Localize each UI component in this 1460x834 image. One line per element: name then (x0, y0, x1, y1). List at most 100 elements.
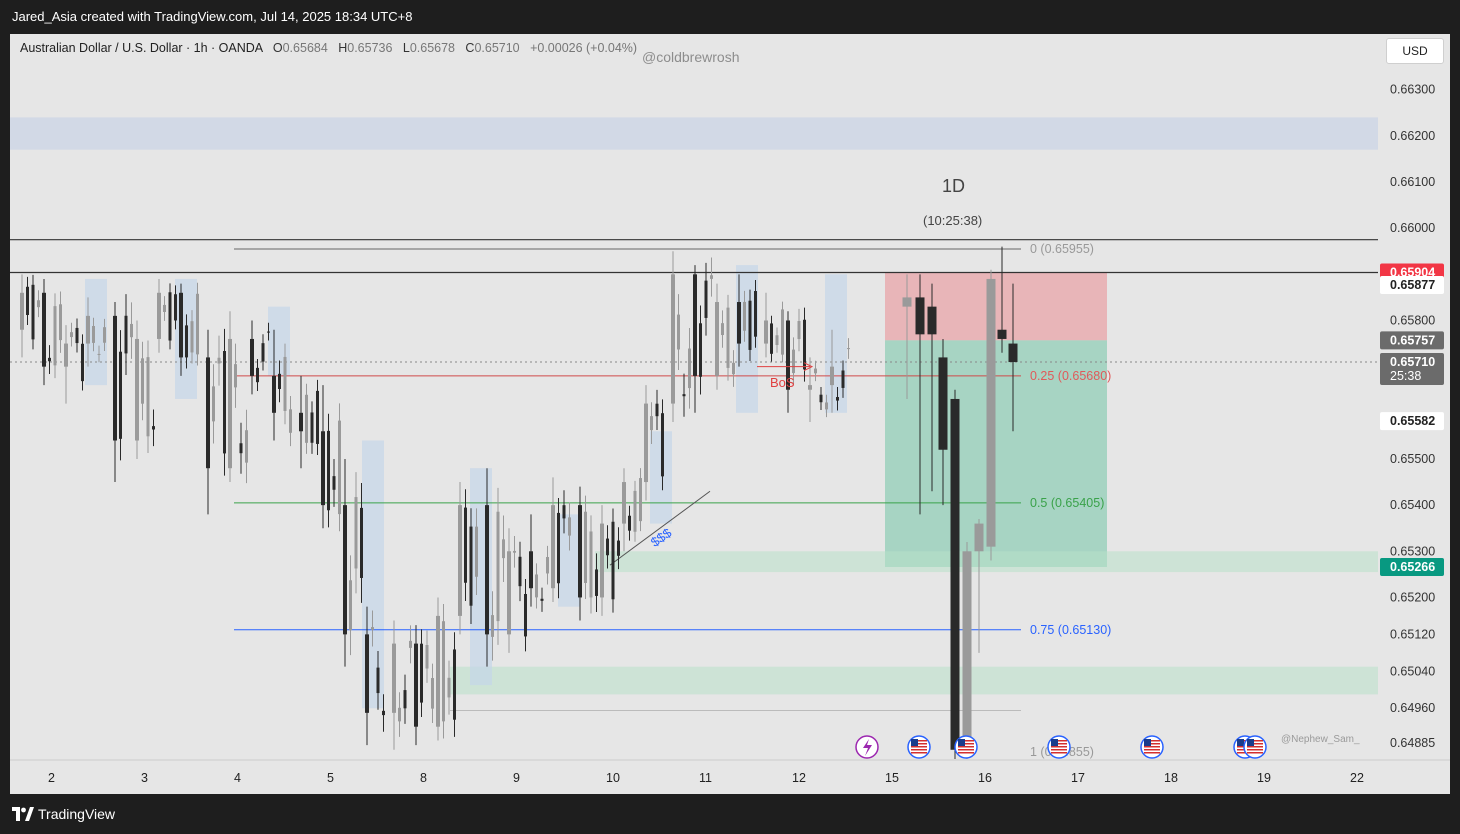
candle-body-4-1[interactable] (119, 351, 122, 439)
candle-body-11-1[interactable] (278, 373, 281, 390)
candle-body-5-2[interactable] (146, 357, 150, 437)
candle-body-20-1[interactable] (491, 615, 494, 637)
candle-body-16-2[interactable] (403, 690, 407, 709)
candle-body-16[interactable] (392, 643, 396, 713)
candle-body-29[interactable] (693, 274, 697, 376)
us-flag-event-icon[interactable] (954, 735, 978, 759)
candle-body-16-3[interactable] (409, 640, 412, 648)
candle-body-13-2[interactable] (332, 476, 336, 490)
candle-body-19-1[interactable] (464, 507, 467, 583)
candle-body-10[interactable] (250, 338, 254, 376)
candle-body-31[interactable] (737, 302, 741, 344)
candle-body-32-2[interactable] (775, 335, 779, 345)
candle-body-21-2[interactable] (518, 556, 522, 587)
candle-body-27-2[interactable] (655, 403, 659, 417)
candle-body-33-2[interactable] (797, 321, 801, 340)
candle-body-22[interactable] (529, 551, 533, 589)
candle-body-9-2[interactable] (239, 443, 243, 454)
candle-body-19[interactable] (458, 505, 462, 616)
candle-body-9-1[interactable] (234, 364, 237, 388)
candle-body-4-3[interactable] (130, 323, 133, 338)
candle-body-32[interactable] (764, 320, 768, 344)
candle-body-15-3[interactable] (382, 710, 385, 716)
candle-body-21-1[interactable] (513, 550, 516, 553)
candle-body-24[interactable] (578, 505, 582, 598)
candle-body-late-2[interactable] (927, 306, 937, 335)
candle-body-10-3[interactable] (267, 331, 270, 333)
candle-body-0-1[interactable] (26, 286, 29, 316)
candle-body-0-3[interactable] (37, 300, 40, 308)
candle-body-25-1[interactable] (606, 538, 609, 556)
candle-body-22-2[interactable] (540, 598, 544, 601)
candle-body-5[interactable] (135, 338, 139, 441)
candle-body-14-1[interactable] (349, 580, 352, 631)
candle-body-19-3[interactable] (475, 526, 478, 577)
candle-body-27-3[interactable] (661, 413, 664, 477)
candle-body-21-3[interactable] (524, 593, 527, 637)
candle-body-34-2[interactable] (819, 394, 823, 403)
candle-body-26-2[interactable] (633, 490, 637, 532)
candle-body-3[interactable] (86, 315, 90, 344)
take-profit-zone[interactable] (885, 340, 1107, 567)
candle-body-8-1[interactable] (212, 386, 215, 422)
candle-body-12[interactable] (299, 412, 303, 432)
candle-body-6-1[interactable] (163, 304, 166, 312)
candle-body-15[interactable] (365, 634, 369, 713)
tradingview-logo[interactable]: TradingView (12, 806, 115, 822)
candle-body-17-2[interactable] (425, 645, 429, 669)
candle-body-2-1[interactable] (70, 332, 73, 338)
candle-body-0[interactable] (20, 292, 24, 330)
candle-body-4[interactable] (113, 315, 117, 441)
chart-canvas[interactable]: 1D (10:25:38) 0 (0.65955) 0.25 (0.65680) 0.5… (10, 34, 1450, 794)
candle-body-late-3[interactable] (938, 357, 948, 450)
candle-body-0-2[interactable] (31, 284, 35, 340)
candle-body-11[interactable] (272, 375, 276, 413)
candle-body-5-3[interactable] (152, 426, 155, 430)
candle-body-20-2[interactable] (496, 511, 500, 622)
chart-frame[interactable]: 1D (10:25:38) 0 (0.65955) 0.25 (0.65680) 0.5… (10, 34, 1450, 794)
candle-body-25[interactable] (600, 523, 604, 598)
trendline[interactable] (609, 490, 711, 566)
candle-body-2-2[interactable] (75, 327, 79, 344)
currency-button[interactable]: USD (1386, 38, 1444, 64)
candle-body-27[interactable] (644, 403, 648, 483)
candle-body-35-1[interactable] (836, 397, 839, 401)
candle-body-26[interactable] (622, 482, 626, 524)
au-flag-event-icon[interactable] (907, 735, 931, 759)
candle-body-23[interactable] (551, 505, 555, 589)
candle-body-28-2[interactable] (682, 394, 686, 397)
candle-body-24-1[interactable] (584, 511, 587, 583)
candle-body-30-1[interactable] (721, 323, 724, 336)
candle-body-3-3[interactable] (103, 327, 106, 343)
candle-body-1-3[interactable] (59, 304, 62, 341)
candle-body-34[interactable] (808, 385, 812, 390)
candle-body-20-3[interactable] (502, 539, 505, 559)
candle-body-12-2[interactable] (310, 412, 314, 443)
candle-body-26-1[interactable] (628, 515, 631, 531)
candle-body-29-1[interactable] (699, 323, 702, 377)
candle-body-35[interactable] (830, 366, 834, 386)
candle-body-28-1[interactable] (677, 314, 680, 350)
candle-body-late-4[interactable] (950, 398, 960, 750)
candle-body-30-2[interactable] (726, 307, 730, 368)
candle-body-23-2[interactable] (562, 505, 566, 519)
candle-body-20[interactable] (485, 505, 489, 635)
candle-body-7-3[interactable] (196, 293, 199, 355)
candle-body-24-3[interactable] (595, 569, 598, 596)
candle-body-31-2[interactable] (748, 300, 752, 350)
candle-body-25-2[interactable] (611, 521, 615, 600)
candle-body-26-3[interactable] (639, 478, 642, 522)
candle-body-17-3[interactable] (431, 678, 434, 709)
candle-body-1-1[interactable] (48, 357, 51, 362)
candle-body-6[interactable] (157, 292, 161, 339)
lightning-event-icon[interactable] (855, 735, 879, 759)
candle-body-30-3[interactable] (732, 362, 735, 375)
candle-body-23-1[interactable] (557, 512, 560, 584)
candle-body-12-1[interactable] (305, 394, 308, 443)
candle-body-2[interactable] (64, 343, 68, 367)
candle-body-late-5[interactable] (962, 551, 972, 746)
candle-body-9[interactable] (228, 338, 232, 469)
candle-body-11-3[interactable] (289, 409, 292, 433)
candle-body-late-0[interactable] (902, 297, 912, 307)
candle-body-29-3[interactable] (710, 275, 713, 279)
